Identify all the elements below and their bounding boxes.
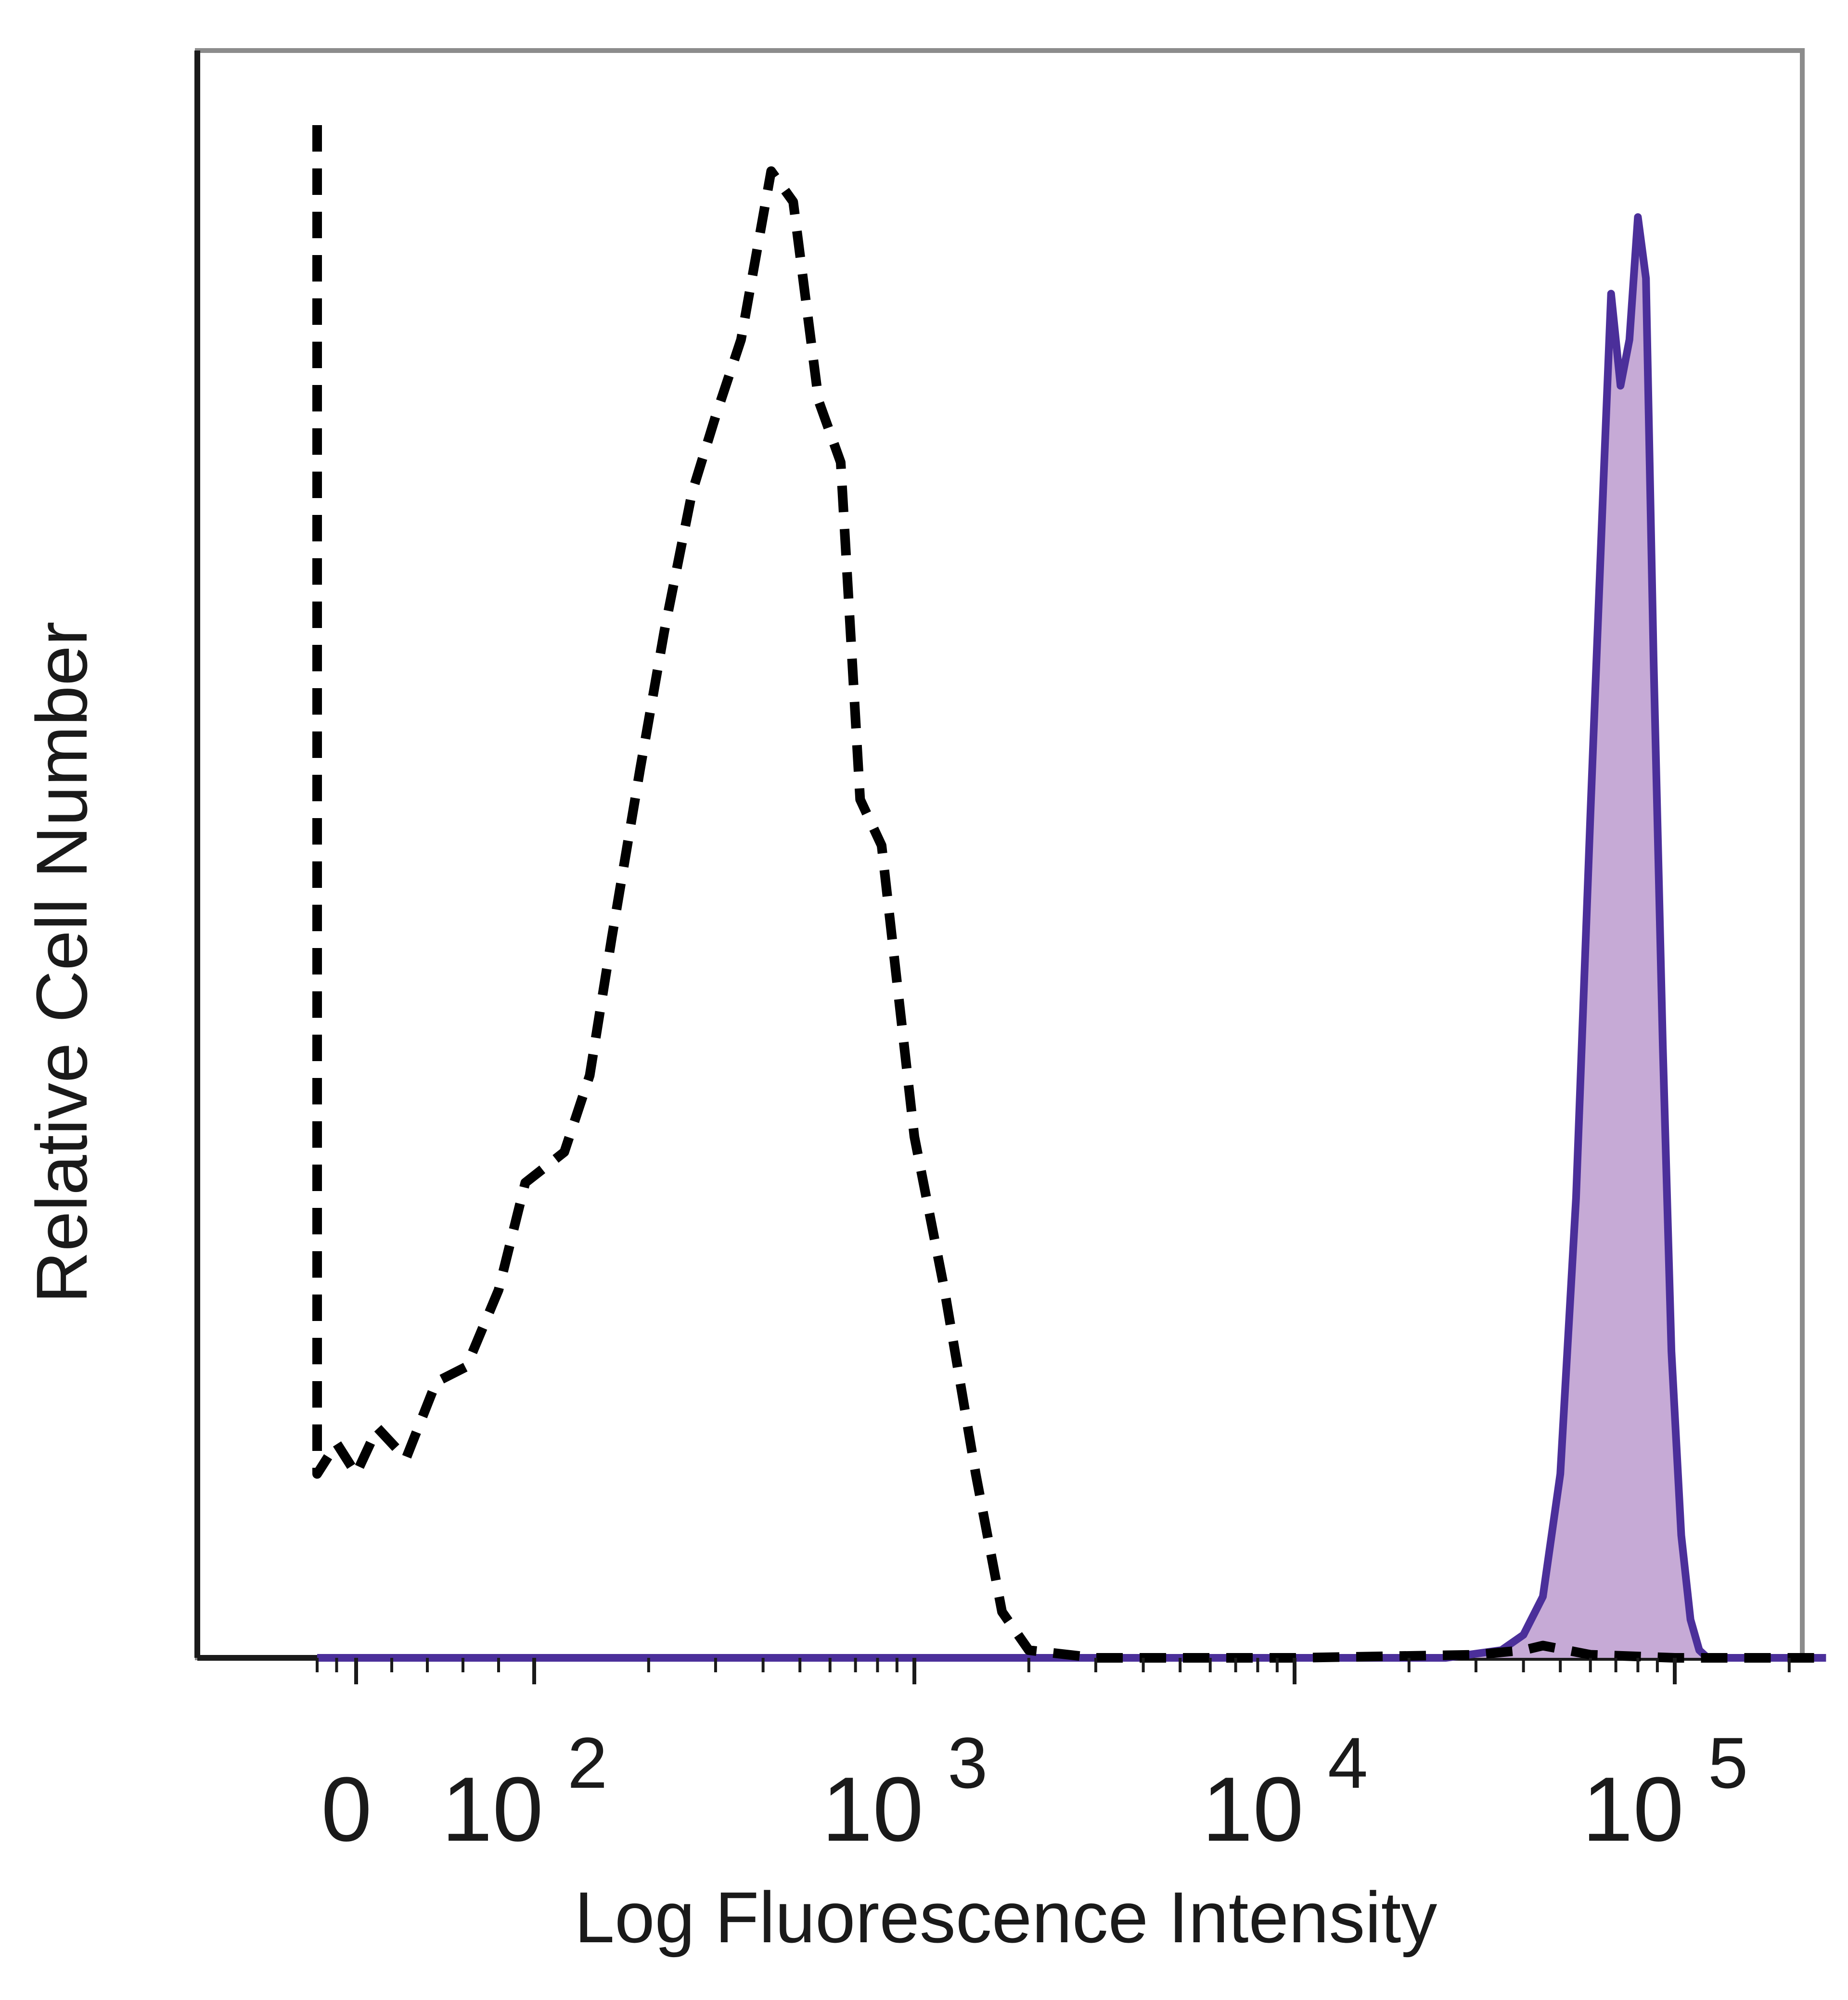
x-tick-label: 10 5 <box>1582 1722 1748 1860</box>
x-tick-label: 10 4 <box>1202 1722 1368 1860</box>
x-tick-label: 10 2 <box>442 1722 608 1860</box>
x-tick-base: 0 <box>321 1758 372 1860</box>
x-tick-exponent: 2 <box>567 1722 607 1803</box>
x-tick-exponent: 4 <box>1328 1722 1368 1803</box>
x-tick-base: 10 <box>1202 1758 1304 1860</box>
x-tick-label: 0 <box>321 1758 372 1860</box>
x-tick-exponent: 5 <box>1708 1722 1748 1803</box>
x-tick-base: 10 <box>442 1758 543 1860</box>
series-solid-area <box>317 217 1826 1658</box>
x-tick-label: 10 3 <box>822 1722 988 1860</box>
x-axis: 0 10 2 10 3 10 4 10 5 <box>316 1658 1791 1860</box>
series-group <box>312 125 1826 1663</box>
x-axis-title: Log Fluorescence Intensity <box>575 1877 1437 1958</box>
x-tick-exponent: 3 <box>948 1722 988 1803</box>
y-axis-title: Relative Cell Number <box>21 621 102 1303</box>
x-tick-base: 10 <box>1582 1758 1684 1860</box>
series-solid-line <box>317 213 1826 1662</box>
x-tick-base: 10 <box>822 1758 924 1860</box>
